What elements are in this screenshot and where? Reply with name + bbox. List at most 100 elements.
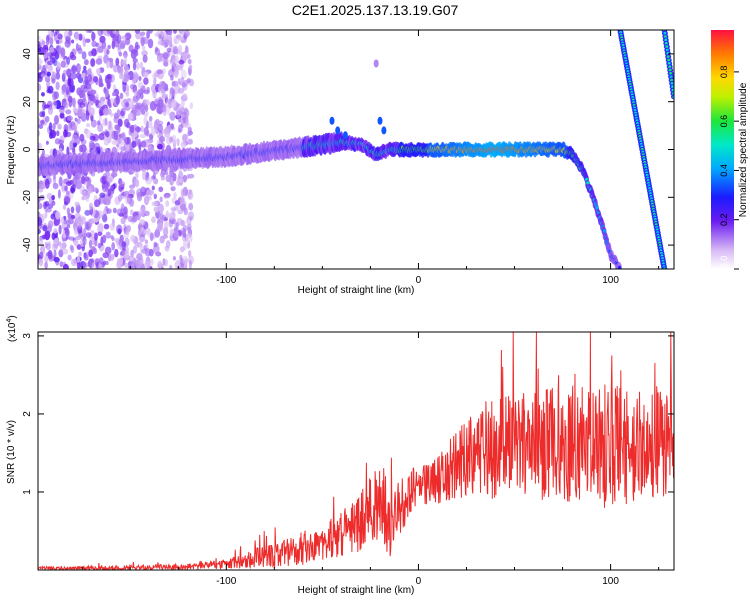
noise-blob xyxy=(151,216,156,224)
noise-blob xyxy=(41,110,46,118)
figure-title: C2E1.2025.137.13.19.G07 xyxy=(291,2,459,18)
noise-blob xyxy=(74,218,78,228)
snr-ylabel: SNR (10 * v/v) xyxy=(6,420,17,484)
noise-blob xyxy=(98,77,103,87)
noise-blob xyxy=(123,54,128,64)
noise-blob xyxy=(182,52,188,62)
noise-blob xyxy=(180,203,187,212)
noise-blob xyxy=(171,134,177,145)
noise-blob xyxy=(132,58,138,63)
noise-blob xyxy=(88,184,94,194)
spectrogram-marks xyxy=(38,30,674,269)
alias-core xyxy=(670,78,673,82)
noise-blob xyxy=(143,71,149,78)
noise-blob xyxy=(59,261,64,268)
noise-blob xyxy=(57,123,62,130)
noise-blob xyxy=(103,140,110,146)
noise-blob xyxy=(56,130,60,137)
noise-blob xyxy=(101,131,106,136)
noise-blob xyxy=(78,251,82,257)
noise-blob xyxy=(71,134,79,144)
noise-blob xyxy=(136,252,143,258)
noise-blob xyxy=(40,73,45,78)
noise-blob xyxy=(58,139,65,145)
noise-blob xyxy=(153,120,159,130)
noise-blob xyxy=(104,117,108,126)
noise-blob xyxy=(97,120,101,126)
noise-blob xyxy=(70,185,75,194)
noise-blob xyxy=(161,93,168,99)
noise-blob xyxy=(187,191,194,200)
noise-blob xyxy=(38,196,41,203)
alias-core xyxy=(664,35,667,39)
noise-blob xyxy=(164,38,169,48)
alias-core xyxy=(667,61,671,66)
noise-blob xyxy=(177,209,183,215)
noise-blob xyxy=(181,98,185,108)
noise-blob xyxy=(156,207,160,213)
noise-blob xyxy=(159,171,165,178)
noise-blob xyxy=(139,219,146,226)
noise-blob xyxy=(153,77,157,87)
noise-blob xyxy=(40,184,46,190)
noise-blob xyxy=(70,72,77,80)
noise-blob xyxy=(66,207,70,215)
noise-blob xyxy=(143,116,148,125)
y-tick-label: 0 xyxy=(22,146,33,152)
noise-blob xyxy=(62,248,69,255)
noise-blob xyxy=(114,248,119,258)
noise-blob xyxy=(88,239,93,249)
noise-blob xyxy=(78,33,83,41)
noise-blob xyxy=(111,40,116,50)
noise-blob xyxy=(140,206,146,216)
noise-blob xyxy=(153,241,158,248)
noise-blob xyxy=(121,241,126,252)
noise-blob xyxy=(182,255,189,265)
noise-blob xyxy=(65,227,70,237)
noise-blob xyxy=(178,178,184,183)
noise-blob xyxy=(173,46,178,55)
snr-series-line xyxy=(38,332,674,570)
noise-blob xyxy=(66,146,70,156)
noise-blob xyxy=(171,80,176,87)
noise-blob xyxy=(53,249,57,260)
noise-blob xyxy=(120,217,126,225)
noise-blob xyxy=(67,77,72,87)
colorbar-tick-label: 0.2 xyxy=(719,213,729,226)
noise-blob xyxy=(122,83,127,93)
noise-blob xyxy=(66,89,70,95)
noise-blob xyxy=(89,107,95,117)
noise-blob xyxy=(140,227,144,233)
alias-core xyxy=(669,71,672,76)
noise-blob xyxy=(38,216,43,227)
noise-blob xyxy=(95,58,103,65)
noise-blob xyxy=(125,101,129,108)
noise-blob xyxy=(73,239,79,247)
noise-blob xyxy=(41,48,47,55)
noise-blob xyxy=(107,44,111,50)
noise-blob xyxy=(186,78,191,84)
noise-blob xyxy=(165,200,170,207)
noise-blob xyxy=(38,251,44,260)
noise-blob xyxy=(157,98,164,109)
noise-blob xyxy=(107,120,113,130)
noise-blob xyxy=(124,38,131,46)
noise-blob xyxy=(44,230,50,241)
noise-blob xyxy=(148,120,153,129)
ridge-spur xyxy=(342,131,348,140)
noise-blob xyxy=(110,97,114,105)
noise-blob xyxy=(71,97,76,108)
noise-blob xyxy=(120,146,127,152)
noise-blob xyxy=(63,129,68,138)
noise-blob xyxy=(151,185,155,191)
noise-blob xyxy=(95,42,99,47)
noise-blob xyxy=(110,235,114,240)
snr-xlabel: Height of straight line (km) xyxy=(298,585,415,596)
noise-blob xyxy=(94,199,101,208)
noise-blob xyxy=(148,189,155,196)
noise-blob xyxy=(118,194,123,202)
noise-blob xyxy=(136,138,141,145)
y-tick-label: 40 xyxy=(22,48,33,60)
noise-blob xyxy=(102,252,109,259)
noise-blob xyxy=(53,59,58,67)
